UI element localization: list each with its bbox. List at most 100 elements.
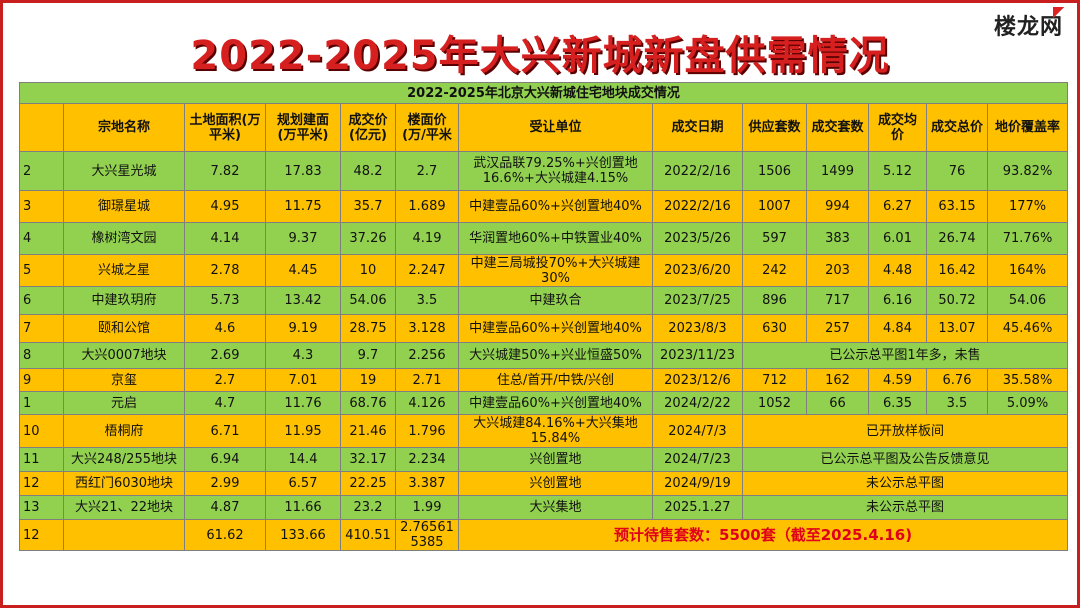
table-row: 7 颐和公馆 4.6 9.19 28.75 3.128 中建壹品60%+兴创置地40% 202… xyxy=(19,314,1069,343)
row-total-price: 76 xyxy=(926,151,988,191)
row-land-area: 2.99 xyxy=(184,471,266,496)
row-date: 2023/12/6 xyxy=(652,368,743,392)
row-floor-price: 2.247 xyxy=(395,254,459,287)
row-index: 7 xyxy=(19,314,64,343)
total-planned-area: 133.66 xyxy=(265,519,341,551)
row-planned-area: 9.19 xyxy=(265,314,341,343)
row-status-note: 未公示总平图 xyxy=(741,471,1069,496)
row-coverage: 54.06 xyxy=(986,286,1069,315)
row-planned-area: 11.75 xyxy=(265,190,341,223)
row-name: 兴城之星 xyxy=(63,254,185,287)
row-index: 12 xyxy=(19,471,64,496)
row-planned-area: 4.3 xyxy=(265,342,341,369)
land-deals-table: 2022-2025年北京大兴新城住宅地块成交情况 宗地名称 土地面积(万平米) … xyxy=(18,82,1069,551)
row-coverage: 71.76% xyxy=(986,222,1069,255)
row-name: 梧桐府 xyxy=(63,414,185,448)
row-sold: 66 xyxy=(806,391,869,415)
row-name: 大兴21、22地块 xyxy=(63,495,185,520)
row-avg-price: 6.01 xyxy=(868,222,927,255)
row-avg-price: 6.27 xyxy=(868,190,927,223)
table-row: 13 大兴21、22地块 4.87 11.66 23.2 1.99 大兴集地 2025.1.2… xyxy=(19,495,1069,520)
row-land-area: 6.94 xyxy=(184,447,266,472)
row-land-area: 2.78 xyxy=(184,254,266,287)
row-total-price: 6.76 xyxy=(926,368,988,392)
row-coverage: 93.82% xyxy=(986,151,1069,191)
row-deal-price: 37.26 xyxy=(340,222,396,255)
table-row: 8 大兴0007地块 2.69 4.3 9.7 2.256 大兴城建50%+兴业恒盛50% 2… xyxy=(19,342,1069,369)
row-land-area: 5.73 xyxy=(184,286,266,315)
row-land-area: 4.14 xyxy=(184,222,266,255)
row-floor-price: 4.19 xyxy=(395,222,459,255)
total-deal-price: 410.51 xyxy=(340,519,396,551)
row-floor-price: 1.99 xyxy=(395,495,459,520)
row-sold: 203 xyxy=(806,254,869,287)
row-coverage: 164% xyxy=(986,254,1069,287)
row-status-note: 已公示总平图及公告反馈意见 xyxy=(741,447,1069,472)
row-name: 京玺 xyxy=(63,368,185,392)
row-date: 2023/8/3 xyxy=(652,314,743,343)
table-caption-row: 2022-2025年北京大兴新城住宅地块成交情况 xyxy=(18,82,1069,104)
row-date: 2023/7/25 xyxy=(652,286,743,315)
row-deal-price: 68.76 xyxy=(340,391,396,415)
row-planned-area: 11.76 xyxy=(265,391,341,415)
table-row: 1 元启 4.7 11.76 68.76 4.126 中建壹品60%+兴创置地40% 2024… xyxy=(19,391,1069,415)
row-index: 2 xyxy=(19,151,64,191)
row-date: 2024/2/22 xyxy=(652,391,743,415)
table-total-row: 12 61.62 133.66 410.51 2.765615385 预计待售套数：550… xyxy=(19,519,1069,551)
row-deal-price: 10 xyxy=(340,254,396,287)
row-index: 13 xyxy=(19,495,64,520)
header-avg-price: 成交均价 xyxy=(868,103,927,152)
row-deal-price: 22.25 xyxy=(340,471,396,496)
header-coverage: 地价覆盖率 xyxy=(986,103,1069,152)
row-planned-area: 4.45 xyxy=(265,254,341,287)
table-row: 12 西红门6030地块 2.99 6.57 22.25 3.387 兴创置地 2024/9/… xyxy=(19,471,1069,496)
row-total-price: 13.07 xyxy=(926,314,988,343)
row-buyer: 中建玖合 xyxy=(458,286,653,315)
row-planned-area: 7.01 xyxy=(265,368,341,392)
row-deal-price: 9.7 xyxy=(340,342,396,369)
row-name: 颐和公馆 xyxy=(63,314,185,343)
row-index: 10 xyxy=(19,414,64,448)
row-date: 2025.1.27 xyxy=(652,495,743,520)
row-index: 6 xyxy=(19,286,64,315)
total-index: 12 xyxy=(19,519,64,551)
row-date: 2024/7/3 xyxy=(652,414,743,448)
row-buyer: 中建三局城投70%+大兴城建30% xyxy=(458,254,653,287)
row-buyer: 武汉品联79.25%+兴创置地16.6%+大兴城建4.15% xyxy=(458,151,653,191)
page-title: 2022-2025年大兴新城新盘供需情况 xyxy=(190,33,890,79)
row-date: 2023/11/23 xyxy=(652,342,743,369)
row-floor-price: 2.71 xyxy=(395,368,459,392)
row-buyer: 华润置地60%+中铁置业40% xyxy=(458,222,653,255)
header-deal-price: 成交价(亿元) xyxy=(340,103,396,152)
row-sold: 383 xyxy=(806,222,869,255)
row-name: 西红门6030地块 xyxy=(63,471,185,496)
row-supply: 712 xyxy=(742,368,807,392)
row-land-area: 6.71 xyxy=(184,414,266,448)
row-planned-area: 11.66 xyxy=(265,495,341,520)
row-buyer: 大兴集地 xyxy=(458,495,653,520)
table-row: 9 京玺 2.7 7.01 19 2.71 住总/首开/中铁/兴创 2023/12/6 712 1… xyxy=(19,368,1069,392)
row-floor-price: 2.7 xyxy=(395,151,459,191)
row-buyer: 中建壹品60%+兴创置地40% xyxy=(458,190,653,223)
row-avg-price: 5.12 xyxy=(868,151,927,191)
row-land-area: 7.82 xyxy=(184,151,266,191)
row-status-note: 未公示总平图 xyxy=(741,495,1069,520)
header-date: 成交日期 xyxy=(652,103,743,152)
total-summary: 预计待售套数：5500套（截至2025.4.16) xyxy=(457,519,1069,551)
header-land-area: 土地面积(万平米) xyxy=(184,103,266,152)
row-avg-price: 6.16 xyxy=(868,286,927,315)
row-floor-price: 2.256 xyxy=(395,342,459,369)
total-floor-price: 2.765615385 xyxy=(395,519,459,551)
row-name: 元启 xyxy=(63,391,185,415)
row-planned-area: 11.95 xyxy=(265,414,341,448)
row-buyer: 兴创置地 xyxy=(458,447,653,472)
row-sold: 1499 xyxy=(806,151,869,191)
row-name: 大兴248/255地块 xyxy=(63,447,185,472)
row-land-area: 4.7 xyxy=(184,391,266,415)
header-sold: 成交套数 xyxy=(806,103,869,152)
row-deal-price: 21.46 xyxy=(340,414,396,448)
row-supply: 1506 xyxy=(742,151,807,191)
row-planned-area: 17.83 xyxy=(265,151,341,191)
row-buyer: 大兴城建50%+兴业恒盛50% xyxy=(458,342,653,369)
row-deal-price: 28.75 xyxy=(340,314,396,343)
